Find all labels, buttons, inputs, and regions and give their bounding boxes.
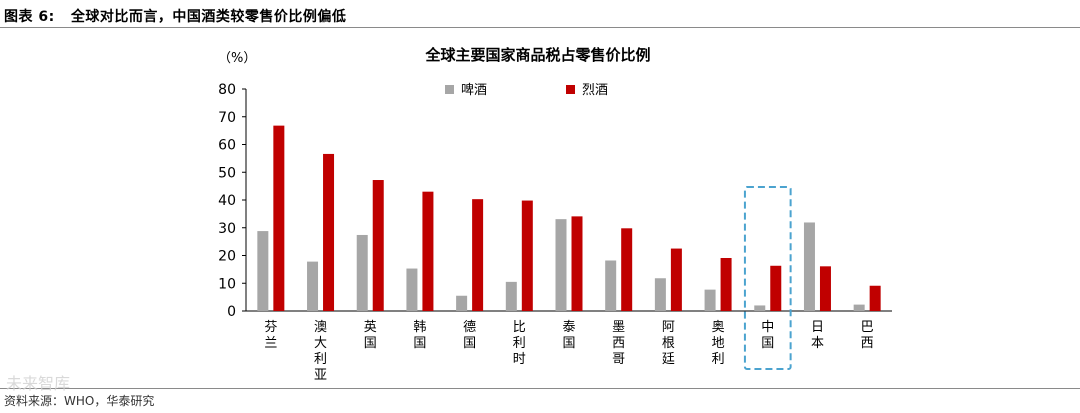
bar-beer [307,261,319,311]
x-tick-label: 利 [712,352,725,367]
bar-spirits [273,125,285,311]
x-tick-label: 比 [513,320,526,335]
bar-beer [505,281,517,311]
bar-beer [754,305,766,311]
x-tick-label: 英 [364,320,377,335]
x-tick-label: 巴 [861,320,874,335]
legend-beer-label: 啤酒 [461,83,487,98]
bar-spirits [372,180,384,311]
x-tick-label: 芬 [264,320,277,335]
x-tick-label: 韩 [413,320,426,335]
bar-beer [406,268,418,311]
x-tick-label: 西 [612,336,625,351]
y-axis-unit: （%） [218,51,256,66]
x-tick-label: 澳 [314,319,327,335]
y-tick-label: 60 [218,138,236,154]
bar-spirits [819,266,831,311]
legend-spirits-swatch [566,85,575,94]
x-tick-label: 时 [513,352,526,367]
highlight-box [743,186,792,370]
x-tick-label: 亚 [314,368,327,383]
x-tick-label: 大 [314,336,327,351]
bar-spirits [323,153,335,311]
x-tick-label: 廷 [662,352,675,367]
x-tick-label: 中 [761,320,774,335]
x-tick-label: 国 [413,336,426,351]
figure-label: 图表 6: [4,9,55,25]
x-tick-label: 墨 [612,320,625,335]
x-tick-label: 利 [314,352,327,367]
figure-header: 图表 6: 全球对比而言，中国酒类较零售价比例偏低 [0,0,1080,28]
bar-beer [605,260,617,311]
x-tick-label: 哥 [612,352,625,367]
x-tick-label: 本 [811,336,824,351]
bar-spirits [472,199,484,311]
x-tick-label: 日 [811,320,824,335]
x-tick-label: 阿 [662,320,675,335]
bar-beer [853,304,865,311]
source-note: 资料来源：WHO，华泰研究 [4,394,155,408]
bar-beer [456,295,468,311]
y-tick-label: 70 [218,110,236,126]
x-tick-label: 国 [364,336,377,351]
x-tick-label: 利 [513,336,526,351]
bar-spirits [869,285,881,311]
chart-title: 全球主要国家商品税占零售价比例 [424,46,650,64]
y-tick-label: 0 [227,304,236,320]
x-tick-label: 德 [463,320,476,335]
bar-spirits [571,216,583,311]
figure-title: 图表 6: 全球对比而言，中国酒类较零售价比例偏低 [4,6,346,26]
x-tick-label: 奥 [712,320,725,335]
x-tick-label: 根 [662,336,675,351]
bar-beer [704,289,716,311]
x-tick-label: 兰 [264,336,277,351]
y-tick-label: 80 [218,82,236,98]
legend-beer-swatch [445,85,454,94]
bar-spirits [521,200,533,311]
x-tick-label: 国 [463,336,476,351]
bar-chart: 全球主要国家商品税占零售价比例（%）01020304050607080芬兰澳大利… [218,46,892,383]
bar-spirits [720,257,732,311]
bar-spirits [621,228,633,311]
bar-beer [654,278,666,311]
bar-spirits [670,248,682,311]
figure-caption: 全球对比而言，中国酒类较零售价比例偏低 [70,9,347,25]
watermark: 未来智库 [6,374,71,393]
x-tick-label: 地 [712,336,725,351]
y-tick-label: 30 [218,221,236,237]
x-tick-label: 国 [761,336,774,351]
x-tick-label: 泰 [562,320,575,335]
x-tick-label: 西 [861,336,874,351]
y-tick-label: 50 [218,165,236,181]
y-tick-label: 20 [218,249,236,265]
source-divider [0,388,1080,389]
y-tick-label: 40 [218,193,236,209]
legend-spirits-label: 烈酒 [582,83,608,98]
bar-beer [555,219,567,311]
x-tick-label: 国 [562,336,575,351]
bar-beer [257,231,269,311]
bar-beer [356,234,368,311]
bar-spirits [770,265,782,311]
bar-spirits [422,191,434,311]
y-tick-label: 10 [218,276,236,292]
bar-beer [803,222,815,311]
